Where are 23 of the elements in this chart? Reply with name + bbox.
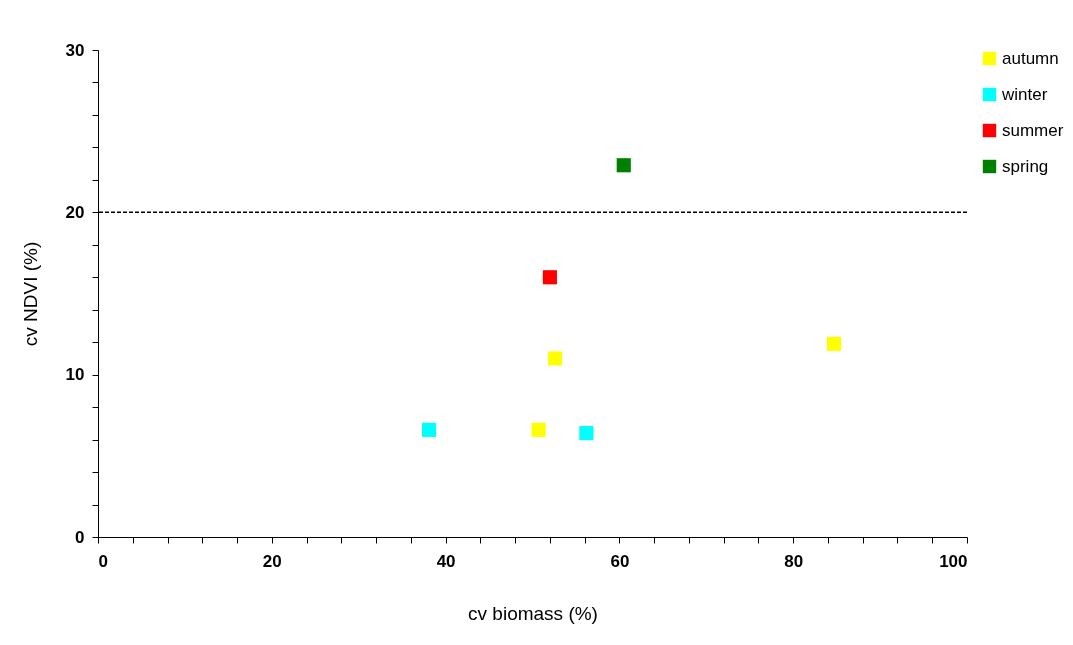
x-tick-label: 100 (939, 551, 968, 571)
legend-label: spring (1002, 156, 1049, 176)
legend-label: autumn (1002, 48, 1059, 68)
x-tick-label: 40 (436, 551, 456, 571)
point (422, 422, 437, 437)
x-tick-label: 60 (610, 551, 630, 571)
x-axis-title: cv biomass (%) (468, 602, 598, 624)
y-tick-label: 30 (65, 40, 85, 60)
y-tick-label: 0 (75, 527, 85, 547)
point (542, 270, 557, 285)
y-tick-label: 10 (65, 365, 85, 385)
point (826, 336, 842, 351)
x-tick-label: 20 (262, 551, 282, 571)
y-axis-title: cv NDVI (%) (19, 241, 41, 347)
x-tick-label: 0 (98, 551, 108, 571)
point (579, 426, 594, 441)
point (616, 158, 631, 173)
point (531, 422, 546, 437)
legend-label: winter (1001, 84, 1048, 104)
x-tick-label: 80 (784, 551, 804, 571)
point (548, 351, 563, 366)
y-tick-label: 20 (65, 202, 85, 222)
legend-label: summer (1002, 120, 1064, 140)
